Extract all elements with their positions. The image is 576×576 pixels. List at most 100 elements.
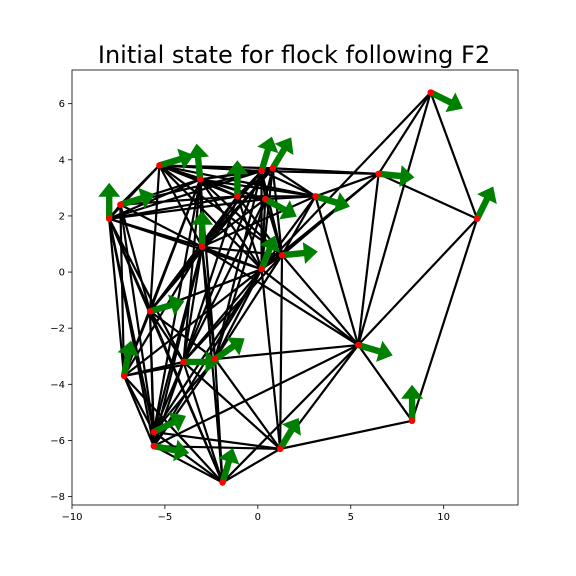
edge-15-21 [148, 311, 155, 447]
node-17 [211, 355, 219, 363]
velocity-arrow-16 [183, 350, 220, 373]
y-tick-label: −6 [50, 436, 65, 447]
x-tick-label: −10 [61, 512, 82, 523]
edge-1-2 [119, 164, 161, 206]
node-22 [219, 479, 226, 486]
edge-14-17 [214, 254, 283, 360]
velocity-arrow-10 [429, 89, 463, 113]
velocity-arrow-8 [314, 192, 350, 214]
edge-15-16 [149, 310, 185, 363]
edge-19-22 [123, 375, 224, 484]
y-tick-label: 6 [59, 99, 65, 110]
node-7 [262, 195, 269, 203]
edge-18-21 [153, 344, 359, 448]
x-tick-label: 10 [437, 512, 450, 523]
edge-11-24 [411, 218, 479, 422]
edge-18-24 [357, 344, 413, 422]
node-23 [276, 445, 284, 453]
edge-9-18 [357, 173, 380, 346]
edge-17-21 [152, 358, 216, 447]
velocity-arrow-24 [401, 384, 424, 421]
edge-13-23 [260, 269, 282, 449]
velocity-arrow-15 [149, 294, 185, 316]
edge-0-3 [108, 178, 201, 220]
edge-17-22 [213, 358, 224, 483]
y-tick-label: −4 [50, 380, 65, 391]
x-tick-label: 0 [255, 512, 261, 523]
edge-23-24 [279, 419, 413, 450]
node-8 [312, 193, 319, 200]
edge-6-8 [272, 167, 317, 198]
x-tick-label: 5 [348, 512, 354, 523]
x-tick-label: −5 [158, 512, 173, 523]
edge-6-9 [272, 167, 379, 175]
velocity-arrow-13 [258, 235, 280, 271]
velocity-arrow-18 [357, 340, 393, 362]
edge-22-23 [221, 447, 281, 484]
velocity-arrow-21 [153, 439, 190, 462]
edge-21-22 [153, 445, 224, 484]
velocity-arrow-1 [119, 187, 155, 209]
edges-layer [108, 91, 479, 484]
velocity-arrow-9 [378, 165, 415, 187]
edge-19-21 [123, 375, 155, 447]
node-19 [120, 372, 128, 380]
edge-12-16 [182, 246, 204, 363]
edge-13-19 [123, 268, 263, 377]
velocity-arrow-7 [263, 196, 297, 220]
velocity-arrow-19 [117, 340, 140, 377]
edge-8-12 [201, 195, 316, 248]
node-2 [156, 162, 163, 169]
node-12 [198, 243, 206, 251]
velocity-arrow-20 [152, 412, 186, 435]
y-tick-label: 2 [59, 211, 65, 222]
plot-area-frame [71, 69, 519, 506]
node-16 [180, 358, 187, 366]
edge-8-13 [260, 195, 317, 270]
velocity-arrow-3 [187, 143, 209, 180]
node-6 [269, 165, 276, 172]
edge-17-18 [214, 343, 359, 361]
axis-ticks: −10 −5 0 5 10 −8 −6 −4 −2 0 2 4 6 [50, 99, 450, 523]
node-0 [105, 215, 113, 222]
node-9 [375, 170, 382, 178]
y-tick-label: 4 [59, 155, 65, 166]
chart-title: Initial state for flock following F2 [98, 41, 490, 69]
edge-7-12 [201, 198, 266, 248]
velocity-arrow-12 [191, 210, 214, 247]
velocity-arrow-22 [218, 448, 240, 484]
node-18 [354, 341, 362, 349]
edge-7-16 [182, 198, 267, 363]
edge-12-18 [201, 245, 359, 346]
velocity-arrow-17 [213, 337, 245, 362]
y-tick-label: −8 [50, 492, 65, 503]
node-14 [278, 252, 286, 259]
node-24 [408, 417, 416, 425]
edge-8-9 [315, 172, 379, 198]
node-21 [150, 442, 157, 450]
velocity-arrow-6 [270, 137, 294, 170]
edge-15-17 [149, 310, 216, 360]
y-tick-label: −2 [50, 324, 65, 335]
edge-12-13 [201, 245, 262, 271]
edge-10-13 [260, 91, 432, 271]
edge-10-11 [429, 92, 479, 220]
edge-3-16 [182, 179, 202, 362]
edge-6-14 [271, 168, 284, 256]
node-11 [473, 215, 481, 222]
edge-8-14 [281, 195, 317, 256]
node-20 [150, 428, 157, 436]
edge-11-18 [357, 217, 478, 346]
edge-1-20 [119, 204, 155, 433]
velocity-arrow-5 [257, 136, 279, 172]
edge-14-18 [281, 254, 360, 346]
edge-9-10 [377, 91, 432, 175]
node-1 [117, 201, 124, 208]
node-15 [146, 308, 154, 315]
node-13 [258, 266, 265, 273]
velocity-arrow-23 [277, 418, 301, 451]
velocity-arrow-4 [226, 160, 249, 197]
edge-14-16 [182, 254, 283, 363]
velocity-arrow-0 [98, 182, 121, 219]
